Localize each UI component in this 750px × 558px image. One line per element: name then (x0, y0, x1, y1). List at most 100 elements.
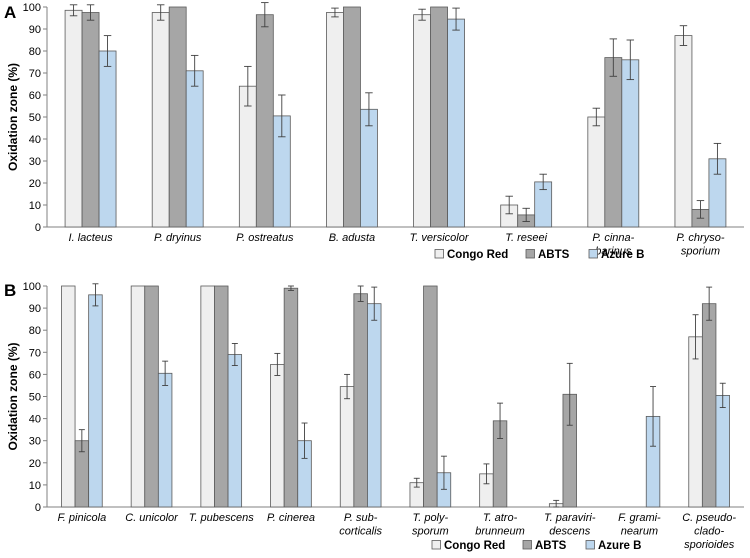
panel-b-legend-label: Azure B (598, 540, 641, 552)
panel-a-legend-swatch (434, 249, 444, 259)
panel-b-legend-swatch (431, 540, 441, 550)
panel-a-x-tick-label: P. chryso- (676, 232, 724, 244)
panel-b-x-tick-label: T. poly- (413, 512, 449, 524)
panel-a-y-axis-label: Oxidation zone (%) (6, 63, 20, 171)
panel-a-bar (185, 70, 204, 228)
panel-b-bar (144, 285, 159, 508)
panel-a-letter: A (4, 3, 16, 22)
panel-b-y-tick-label: 0 (35, 502, 41, 514)
panel-a-y-tick-label: 30 (29, 156, 41, 168)
panel-a-bar (413, 14, 431, 228)
panel-b-bar (130, 285, 146, 508)
panel-a-legend-label: Azure B (601, 249, 644, 261)
panel-b-x-tick-label: clado- (694, 526, 724, 538)
panel-b-x-tick-label: C. unicolor (125, 512, 179, 524)
panel-a-x-tick-label: T. versicolor (410, 232, 470, 244)
panel-b-x-tick-label: P. sub- (344, 512, 378, 524)
panel-a-y-tick-label: 10 (29, 200, 41, 212)
panel-a-bar (255, 14, 274, 228)
panel-b-x-tick-label: sporioides (684, 539, 735, 551)
panel-b-legend-swatch (585, 540, 595, 550)
panel-a-bar (430, 6, 448, 228)
panel-b-y-tick-label: 60 (29, 369, 41, 381)
panel-a-legend-label: ABTS (538, 249, 570, 261)
panel-b-y-tick-label: 10 (29, 480, 41, 492)
panel-a-bar (360, 108, 378, 228)
panel-a-bar (81, 12, 100, 228)
panel-a-y-tick-label: 20 (29, 178, 41, 190)
panel-b-bar (701, 303, 717, 508)
panel-a-bar (604, 57, 623, 228)
panel-b-bar (353, 293, 368, 508)
panel-a-x-tick-label: P. dryinus (154, 232, 202, 244)
panel-b-x-tick-label: T. pubescens (189, 512, 255, 524)
panel-b-bar (270, 364, 285, 508)
panel-b-x-tick-label: nearum (621, 526, 658, 538)
panel-a-x-tick-label: T. reseei (505, 232, 547, 244)
panel-b-bar (367, 303, 382, 508)
panel-b-letter: B (4, 281, 16, 300)
panel-b-bar (339, 386, 355, 508)
panel-a-x-tick-label: P. cinna- (592, 232, 634, 244)
panel-b-bar (688, 336, 703, 508)
panel-a-legend-label: Congo Red (447, 249, 508, 261)
panel-b-legend-swatch (522, 540, 532, 550)
panel-b-bar (200, 285, 215, 508)
panel-b-legend-label: ABTS (535, 540, 567, 552)
panel-b-y-tick-label: 30 (29, 436, 41, 448)
panel-b-bar (88, 294, 103, 508)
panel-b-y-tick-label: 40 (29, 414, 41, 426)
panel-a-bar (674, 35, 693, 228)
panel-b-y-tick-label: 70 (29, 347, 41, 359)
panel-b-x-tick-label: descens (549, 526, 590, 538)
panel-b-x-tick-label: T. paraviri- (544, 512, 596, 524)
panel-b-bar (214, 285, 229, 508)
panel-b-x-tick-label: F. grami- (618, 512, 661, 524)
panel-a-bar (98, 50, 117, 228)
panel-a-x-tick-label: sporium (681, 246, 720, 258)
panel-a-legend-swatch (525, 249, 535, 259)
panel-b-y-tick-label: 20 (29, 458, 41, 470)
panel-a-y-tick-label: 80 (29, 46, 41, 58)
panel-a-y-tick-label: 50 (29, 112, 41, 124)
panel-a-y-tick-label: 40 (29, 134, 41, 146)
panel-b-bar (283, 287, 299, 508)
panel-a-bar (326, 12, 344, 228)
panel-a-bar (64, 9, 83, 228)
panel-b-x-tick-label: sporum (412, 526, 449, 538)
panel-a-y-tick-label: 60 (29, 90, 41, 102)
panel-a-y-tick-label: 90 (29, 24, 41, 36)
panel-b-y-axis-label: Oxidation zone (%) (6, 342, 20, 450)
panel-b-bar (227, 354, 243, 508)
panel-b-x-tick-label: T. atro- (483, 512, 518, 524)
panel-a-bar (343, 6, 361, 228)
panel-a-y-tick-label: 100 (23, 2, 41, 14)
panel-b-bar (61, 285, 76, 508)
panel-b-y-tick-label: 80 (29, 325, 41, 337)
panel-a-x-tick-label: barinus (595, 246, 632, 258)
panel-a-y-tick-label: 70 (29, 68, 41, 80)
panel-b-legend-label: Congo Red (444, 540, 505, 552)
panel-a-x-tick-label: P. ostreatus (236, 232, 294, 244)
panel-b-y-tick-label: 50 (29, 392, 41, 404)
panel-a-bar (447, 18, 465, 228)
panel-b-x-tick-label: brunneum (475, 526, 525, 538)
panel-b-x-tick-label: corticalis (339, 526, 382, 538)
panel-a-bar (168, 6, 187, 228)
panel-b-bar (423, 285, 438, 508)
panel-b-x-tick-label: F. pinicola (57, 512, 106, 524)
panel-a-bar (621, 59, 640, 228)
panel-b-bar (715, 394, 730, 508)
panel-b-x-tick-label: P. cinerea (267, 512, 315, 524)
panel-a-legend-swatch (588, 249, 598, 259)
panel-a-x-tick-label: I. lacteus (69, 232, 114, 244)
panel-a-x-tick-label: B. adusta (329, 232, 375, 244)
panel-a-y-tick-label: 0 (35, 222, 41, 234)
panel-a-bar (587, 116, 606, 228)
panel-b-y-tick-label: 90 (29, 303, 41, 315)
panel-b-y-tick-label: 100 (23, 281, 41, 293)
panel-b-bar (157, 372, 173, 508)
panel-a-bar (151, 12, 170, 228)
panel-b-x-tick-label: C. pseudo- (682, 512, 736, 524)
